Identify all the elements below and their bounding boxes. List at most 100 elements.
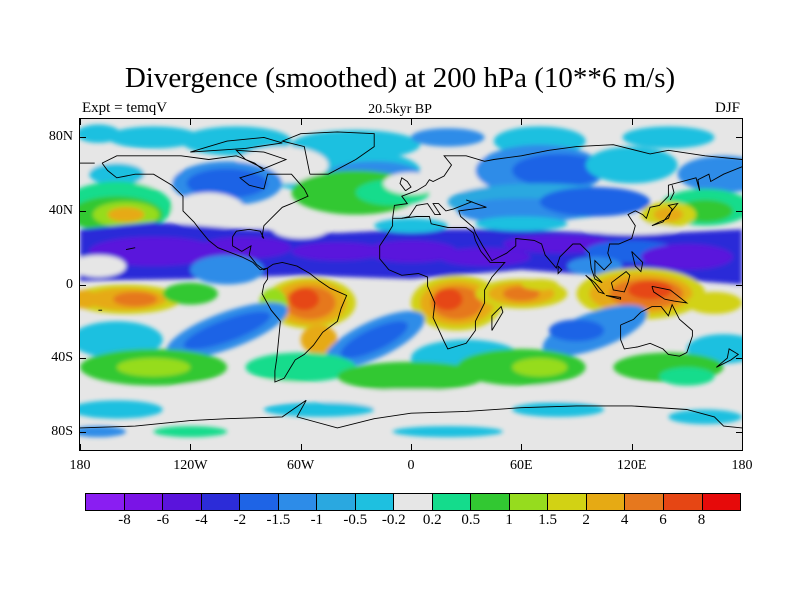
lon-tick-mark	[190, 119, 192, 125]
lat-tick-label: 80N	[48, 129, 73, 145]
colorbar-label: 8	[697, 512, 706, 528]
band-edge	[585, 223, 678, 235]
lon-tick-mark	[411, 444, 412, 450]
lat-tick-mark	[80, 284, 86, 286]
coastline	[80, 399, 742, 429]
antarctic-patch	[512, 402, 605, 417]
lon-tick-label: 120W	[173, 458, 208, 473]
lon-tick-label: 60W	[287, 458, 315, 473]
colorbar-swatch	[702, 494, 741, 510]
lon-tick-mark	[631, 444, 633, 450]
arctic-patch	[411, 128, 485, 147]
arctic-patch	[107, 126, 200, 149]
lon-tick-mark	[300, 444, 302, 450]
indian-div	[521, 278, 559, 291]
s-indian-trough	[548, 319, 605, 342]
colorbar-label: 2	[582, 512, 590, 528]
bering-patch	[677, 155, 742, 193]
colorbar-label: 0.2	[422, 512, 442, 528]
atlantic-gap	[273, 220, 329, 239]
southern-gray	[521, 381, 669, 401]
colorbar-swatch	[548, 494, 587, 510]
coastline	[280, 131, 375, 175]
lon-tick-label: 180	[731, 458, 753, 473]
lat-tick-mark	[736, 137, 742, 139]
colorbar-swatch	[432, 494, 472, 510]
coastline	[631, 251, 644, 273]
coastline	[585, 274, 606, 295]
colorbar-label: -1	[310, 512, 324, 528]
lat-tick-label: 80S	[51, 423, 73, 439]
colorbar-swatch	[278, 494, 318, 510]
colorbar-label: 0.5	[461, 512, 481, 528]
arctic-patch	[622, 126, 715, 149]
southern-ocean	[659, 367, 715, 386]
siberia-patch	[585, 146, 678, 184]
coastline	[651, 285, 689, 304]
lat-tick-label: 40N	[48, 202, 73, 218]
lat-tick-mark	[736, 210, 742, 212]
europe-gray	[383, 172, 439, 195]
map-title: Divergence (smoothed) at 200 hPa (10**6 …	[124, 62, 676, 94]
e-pacific-div	[113, 291, 158, 307]
convergence-core	[438, 247, 531, 267]
antarctic-patch	[153, 426, 228, 438]
lon-tick-mark	[521, 444, 523, 450]
convergence-core	[640, 244, 733, 270]
colorbar-swatch	[394, 494, 433, 510]
colorbar-label: -1.5	[266, 512, 291, 528]
colorbar	[85, 493, 741, 511]
n-pacific-patch	[107, 207, 145, 222]
convergence-core	[291, 242, 384, 261]
lat-tick-mark	[736, 284, 742, 286]
coastline	[401, 166, 742, 284]
w-pacific-div	[686, 291, 742, 314]
southern-ocean	[337, 361, 485, 392]
colorbar-label: 1.5	[538, 512, 558, 528]
antarctic-patch	[80, 426, 126, 438]
band-edge	[475, 216, 568, 232]
s-atlantic-trough	[340, 321, 408, 359]
colorbar-swatch	[625, 494, 664, 510]
lon-tick-mark	[742, 119, 743, 125]
coastline	[557, 265, 563, 275]
coastline	[261, 261, 348, 383]
colorbar-label: -0.2	[381, 512, 406, 528]
coastline	[651, 202, 679, 227]
season-label: DJF	[714, 100, 740, 116]
convergence-core	[502, 234, 614, 254]
antarctic-patch	[668, 409, 742, 425]
arctic-patch	[80, 124, 121, 143]
colorbar-swatch	[663, 494, 703, 510]
s-pacific-trough	[183, 311, 271, 350]
lon-tick-label: 120E	[616, 458, 647, 473]
colorbar-label: -4	[195, 512, 208, 528]
coastline	[716, 348, 740, 368]
convergence-core	[365, 240, 457, 263]
lat-tick-label: 40S	[51, 350, 73, 366]
coastline	[605, 295, 622, 300]
coastline	[399, 177, 412, 192]
lon-tick-label: 0	[407, 458, 415, 473]
s-america-south	[300, 324, 338, 355]
southern-gray	[171, 380, 320, 403]
lon-tick-mark	[300, 119, 302, 125]
antarctic-patch	[392, 426, 503, 438]
coastline	[379, 216, 506, 350]
southern-ocean	[245, 352, 356, 382]
alaska-patch	[89, 163, 145, 186]
lon-tick-label: 60E	[510, 458, 533, 473]
coastline	[610, 271, 631, 293]
period-label: 20.5kyr BP	[368, 102, 432, 117]
southern-gray	[319, 389, 503, 408]
coastline	[669, 185, 675, 201]
lat-tick-mark	[80, 358, 86, 360]
siberia-patch	[512, 153, 605, 188]
coastline	[620, 303, 693, 357]
lat-tick-label: 0	[66, 276, 73, 292]
colorbar-swatch	[509, 494, 549, 510]
lon-tick-mark	[190, 444, 192, 450]
colorbar-label: -8	[118, 512, 131, 528]
lon-tick-mark	[521, 119, 523, 125]
lat-tick-mark	[736, 431, 742, 433]
